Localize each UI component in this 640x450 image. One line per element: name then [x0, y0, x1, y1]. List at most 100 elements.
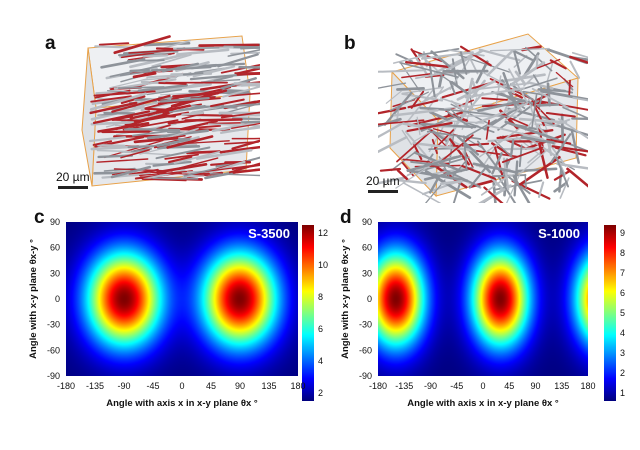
chart-d-colorbar-tick: 8 [620, 248, 625, 258]
fiber-gray [502, 73, 546, 83]
fiber-gray [162, 39, 191, 50]
chart-d-xtick-label: 45 [504, 381, 514, 391]
fiber-red [90, 95, 132, 103]
chart-c-ytick-label: 0 [55, 294, 60, 304]
fiber-gray [514, 50, 534, 62]
fiber-gray [478, 48, 521, 62]
fiber-red [411, 49, 443, 63]
fiber-gray [553, 181, 568, 193]
fiber-red [144, 171, 209, 176]
chart-d-xtick-label: 180 [580, 381, 595, 391]
chart-c-xtick-label: -90 [117, 381, 130, 391]
fiber-gray [486, 49, 514, 77]
fiber-gray [190, 106, 219, 114]
fiber-red [405, 61, 453, 69]
chart-c-xtick-label: 0 [179, 381, 184, 391]
fiber-red [111, 119, 143, 122]
fiber-red [171, 89, 222, 100]
chart-d-colorbar-tick: 2 [620, 368, 625, 378]
fiber-gray [143, 76, 178, 81]
fiber-gray [120, 151, 171, 156]
panel-letter-c: c [34, 207, 45, 228]
fiber-red [164, 153, 199, 160]
chart-c-xtick-label: 90 [235, 381, 245, 391]
fiber-gray [513, 50, 522, 75]
chart-c-colorbar-tick: 8 [318, 292, 323, 302]
fiber-gray [178, 105, 206, 112]
fiber-gray [507, 107, 556, 122]
fiber-gray [475, 102, 528, 125]
fiber-gray [211, 122, 256, 133]
chart-d-colorbar-tick: 9 [620, 228, 625, 238]
fiber-gray [459, 51, 468, 75]
fiber-gray [491, 152, 503, 175]
fiber-gray [456, 135, 480, 156]
fiber-gray [479, 128, 520, 158]
fiber-gray [109, 64, 162, 78]
fiber-red [481, 97, 508, 101]
fiber-red [120, 52, 155, 59]
chart-d-xtick-label: -90 [424, 381, 437, 391]
fiber-gray [93, 171, 126, 175]
fiber-gray [525, 46, 553, 72]
fiber-gray [398, 179, 427, 185]
panel-letter-b: b [344, 33, 356, 54]
fiber-red [519, 156, 561, 186]
fiber-red [407, 99, 439, 109]
fiber-red [236, 73, 262, 76]
fiber-gray [464, 87, 525, 99]
chart-d-ytick-label: -30 [359, 320, 372, 330]
fiber-gray [537, 181, 545, 198]
fiber-gray [159, 96, 210, 103]
fiber-red [368, 119, 425, 126]
fiber-gray [426, 130, 482, 140]
chart-c-xlabel: Angle with axis x in x-y plane θx ° [106, 398, 258, 409]
panel-letter-a: a [45, 33, 56, 54]
fiber-gray [513, 54, 528, 68]
chart-d-colorbar-tick: 1 [620, 388, 625, 398]
fiber-red [412, 143, 423, 161]
fiber-gray [181, 111, 205, 116]
fiber-red [92, 110, 151, 125]
fiber-gray [100, 57, 146, 69]
fiber-red [396, 129, 433, 163]
chart-d-ytick-label: 30 [362, 268, 372, 278]
fiber-gray [450, 100, 465, 112]
fiber-gray [520, 141, 557, 174]
fiber-gray [389, 91, 429, 112]
fiber-red [441, 81, 493, 99]
fiber-gray [516, 167, 558, 173]
fiber-gray [447, 111, 473, 129]
chart-d-xtick-label: -180 [369, 381, 387, 391]
fiber-gray [401, 129, 413, 146]
fiber-gray [97, 112, 128, 116]
panel-letter-d: d [340, 207, 352, 228]
fiber-gray [482, 71, 506, 85]
fiber-red [167, 155, 193, 164]
chart-c-colorbar-tick: 6 [318, 324, 323, 334]
fiber-red [186, 150, 221, 155]
fiber-gray [110, 165, 151, 179]
fiber-gray [504, 120, 560, 142]
fibers-b [347, 45, 628, 219]
fiber-red [546, 138, 572, 145]
scalebar-a-label: 20 µm [56, 170, 90, 184]
fibers-a [88, 35, 300, 182]
fiber-red [113, 35, 171, 55]
fiber-cube-b [347, 28, 628, 219]
fiber-gray [406, 89, 434, 123]
fiber-red [489, 78, 534, 101]
fiber-gray [536, 103, 560, 107]
fiber-gray [497, 100, 540, 131]
fiber-gray [137, 83, 188, 92]
chart-d-colorbar-tick: 4 [620, 328, 625, 338]
fiber-gray [427, 86, 445, 110]
fiber-gray [419, 106, 451, 112]
fiber-gray [570, 130, 580, 164]
fiber-gray [101, 172, 151, 179]
fiber-gray [219, 124, 267, 135]
chart-c-xtick-label: 180 [290, 381, 305, 391]
chart-c-ylabel: Angle with x-y plane θx-y ° [28, 239, 39, 359]
chart-c-xtick-label: -180 [57, 381, 75, 391]
heatmap-c [66, 222, 298, 376]
